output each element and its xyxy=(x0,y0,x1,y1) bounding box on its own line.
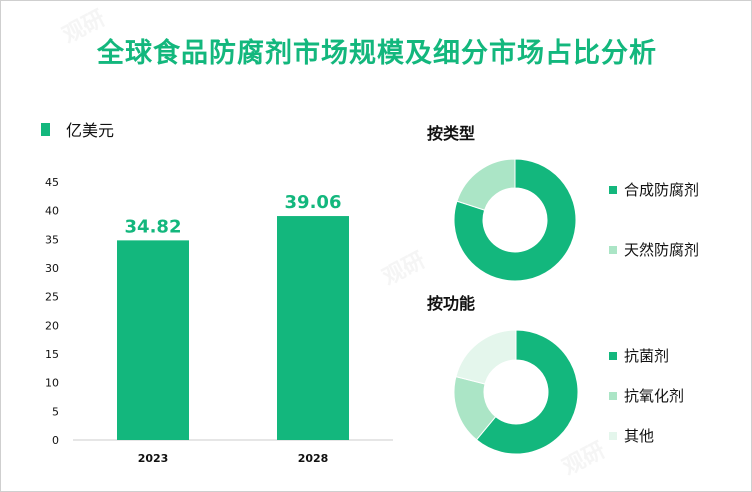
function-legend-swatch xyxy=(609,391,617,400)
type-legend-item: 天然防腐剂 xyxy=(609,239,699,260)
type-legend-item: 合成防腐剂 xyxy=(609,179,699,200)
type-legend-swatch xyxy=(609,245,617,254)
unit-legend-swatch xyxy=(41,122,50,136)
type-donut-slice-0 xyxy=(453,158,577,282)
function-legend-label: 其他 xyxy=(624,427,655,445)
unit-legend: 亿美元 xyxy=(41,117,114,141)
y-tick-label: 5 xyxy=(52,405,59,418)
y-tick-label: 40 xyxy=(45,205,59,218)
function-section-title: 按功能 xyxy=(427,294,476,313)
bar-value-label: 39.06 xyxy=(285,192,342,213)
bar-value-label: 34.82 xyxy=(125,216,182,237)
function-legend-swatch xyxy=(609,431,617,440)
chart-title: 全球食品防腐剂市场规模及细分市场占比分析 xyxy=(97,38,657,69)
type-donut-slice-1 xyxy=(456,158,516,211)
y-tick-label: 45 xyxy=(45,176,59,189)
y-tick-label: 30 xyxy=(45,262,59,275)
type-legend-label: 合成防腐剂 xyxy=(624,181,700,199)
type-section-title: 按类型 xyxy=(427,124,476,143)
bar-2023 xyxy=(117,240,189,440)
function-legend-label: 抗菌剂 xyxy=(624,347,670,365)
function-legend-item: 抗氧化剂 xyxy=(609,385,684,406)
function-donut-slice-0 xyxy=(475,329,579,455)
y-tick-label: 15 xyxy=(45,348,59,361)
y-tick-label: 35 xyxy=(45,233,59,246)
y-tick-label: 10 xyxy=(45,377,59,390)
x-tick-label: 2023 xyxy=(138,452,169,465)
function-legend-item: 抗菌剂 xyxy=(609,345,669,366)
function-legend-label: 抗氧化剂 xyxy=(624,387,685,405)
type-legend-swatch xyxy=(609,185,617,194)
y-tick-label: 25 xyxy=(45,291,59,304)
function-donut-slice-2 xyxy=(455,329,517,385)
y-tick-label: 0 xyxy=(52,434,59,447)
function-legend-swatch xyxy=(609,351,617,360)
function-legend-item: 其他 xyxy=(609,425,654,446)
unit-legend-label: 亿美元 xyxy=(66,121,115,140)
x-tick-label: 2028 xyxy=(298,452,329,465)
y-tick-label: 20 xyxy=(45,319,59,332)
type-legend-label: 天然防腐剂 xyxy=(624,241,700,259)
bar-2028 xyxy=(277,216,349,440)
